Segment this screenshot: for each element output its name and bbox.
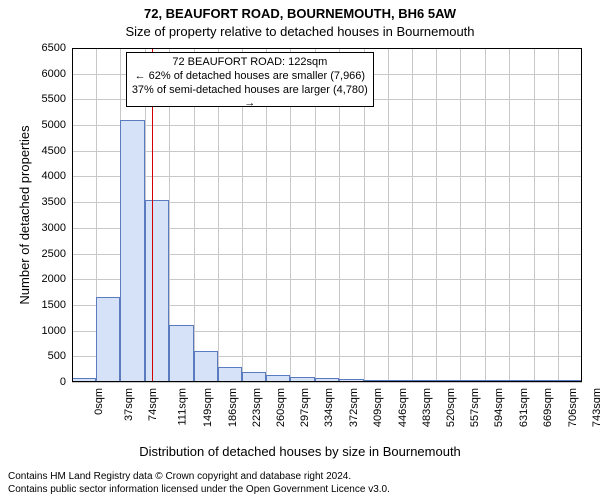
plot-border [72,48,582,382]
x-tick-label: 223sqm [251,388,263,427]
chart-container: 72, BEAUFORT ROAD, BOURNEMOUTH, BH6 5AW … [0,0,600,500]
x-tick-label: 0sqm [93,388,105,415]
y-tick-label: 5500 [42,93,66,105]
x-tick-label: 334sqm [324,388,336,427]
x-tick-label: 409sqm [373,388,385,427]
attribution-line1: Contains HM Land Registry data © Crown c… [8,470,592,483]
grid-line-h [72,382,582,383]
x-tick-label: 74sqm [147,388,159,421]
x-tick-label: 669sqm [543,388,555,427]
y-tick-label: 1500 [42,299,66,311]
x-tick-label: 483sqm [421,388,433,427]
x-tick-label: 446sqm [397,388,409,427]
x-tick-label: 149sqm [203,388,215,427]
y-tick-label: 6000 [42,68,66,80]
chart-title-line1: 72, BEAUFORT ROAD, BOURNEMOUTH, BH6 5AW [0,6,600,21]
x-tick-label: 111sqm [176,388,188,426]
y-tick-label: 0 [60,376,66,388]
x-tick-label: 520sqm [445,388,457,427]
y-tick-label: 3500 [42,196,66,208]
y-tick-label: 500 [48,350,66,362]
x-tick-label: 594sqm [494,388,506,427]
x-tick-label: 37sqm [123,388,135,421]
x-tick-label: 186sqm [227,388,239,427]
y-tick-label: 4000 [42,170,66,182]
x-tick-label: 557sqm [469,388,481,427]
attribution: Contains HM Land Registry data © Crown c… [8,470,592,496]
y-tick-label: 2000 [42,273,66,285]
x-tick-label: 260sqm [275,388,287,427]
y-tick-label: 4500 [42,145,66,157]
y-axis-label: Number of detached properties [17,125,32,304]
y-tick-label: 3000 [42,222,66,234]
y-tick-label: 5000 [42,119,66,131]
plot-area: 72 BEAUFORT ROAD: 122sqm← 62% of detache… [72,48,582,382]
x-tick-label: 631sqm [518,388,530,427]
y-tick-label: 6500 [42,42,66,54]
x-axis-label: Distribution of detached houses by size … [0,444,600,459]
x-tick-label: 297sqm [299,388,311,427]
x-tick-label: 743sqm [591,388,600,427]
attribution-line2: Contains public sector information licen… [8,483,592,496]
y-tick-label: 1000 [42,325,66,337]
x-tick-label: 372sqm [348,388,360,427]
y-tick-label: 2500 [42,248,66,260]
x-tick-label: 706sqm [567,388,579,427]
chart-title-line2: Size of property relative to detached ho… [0,24,600,39]
